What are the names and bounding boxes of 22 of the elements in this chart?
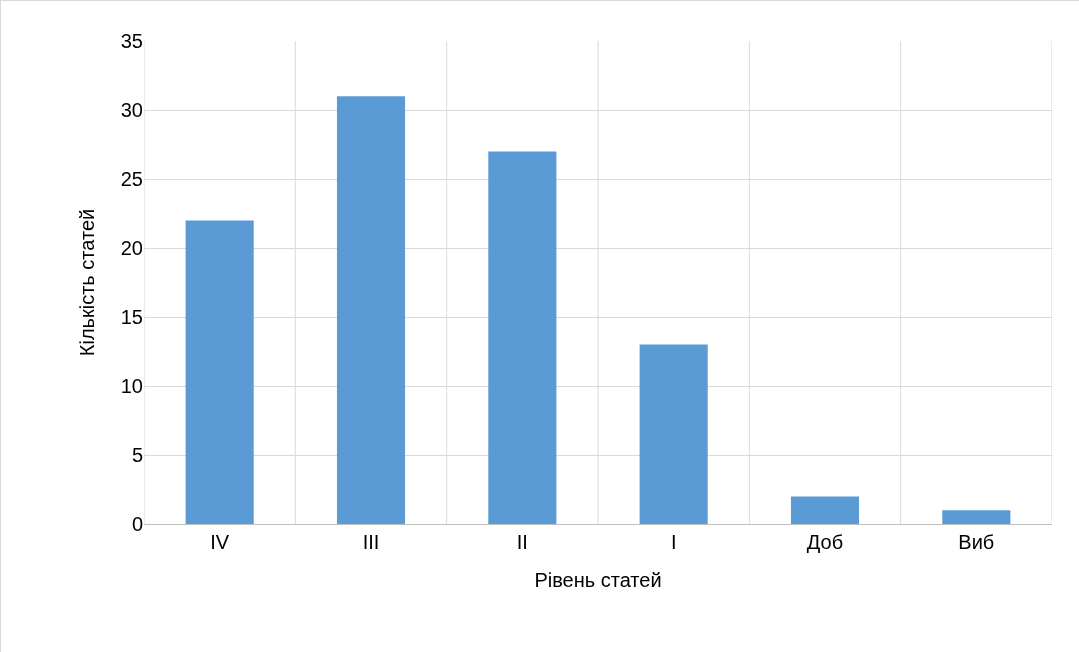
x-tick-label: II — [516, 531, 528, 553]
y-axis-title: Кількість статей — [76, 208, 99, 357]
y-tick-label: 20 — [120, 237, 143, 259]
bar — [790, 496, 860, 524]
bar — [185, 220, 254, 524]
x-tick-label: I — [670, 531, 677, 553]
bar — [942, 510, 1011, 524]
bar — [336, 96, 406, 524]
bar — [639, 344, 708, 524]
x-tick-label: IV — [210, 531, 230, 553]
y-tick-label: 15 — [120, 306, 143, 328]
y-tick-label: 5 — [131, 444, 143, 466]
x-tick-label: Виб — [958, 531, 995, 553]
y-tick-label: 10 — [120, 375, 143, 397]
y-tick-label: 0 — [131, 513, 143, 535]
y-tick-label: 35 — [120, 30, 143, 52]
bar — [488, 151, 557, 524]
y-tick-label: 30 — [120, 99, 143, 121]
x-tick-label: III — [362, 531, 380, 553]
x-tick-label: Доб — [806, 531, 844, 553]
y-tick-label: 25 — [120, 168, 143, 190]
x-axis-title: Рівень статей — [534, 568, 662, 591]
